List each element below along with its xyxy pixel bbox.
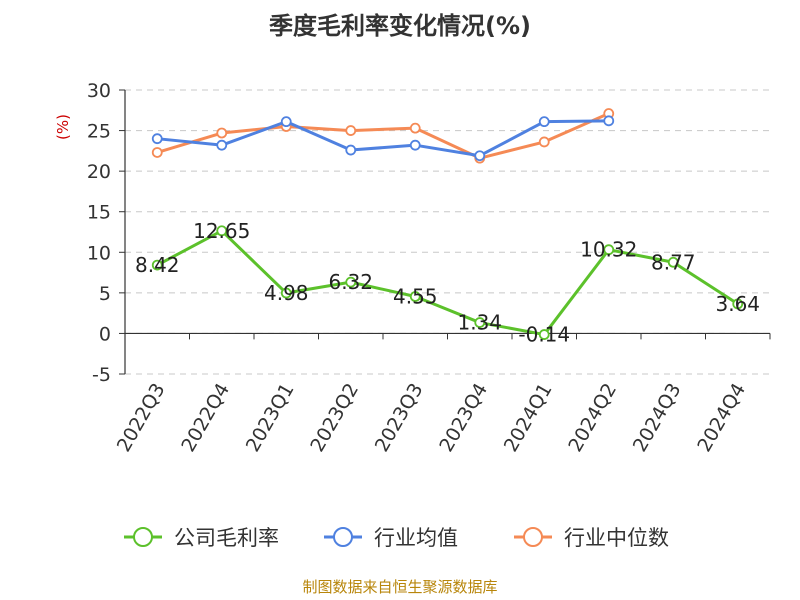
x-tick-label: 2023Q2: [306, 380, 363, 456]
y-tick-labels: -5 0 5 10 15 20 25 30: [87, 80, 111, 386]
x-tick-label: 2024Q4: [693, 380, 750, 456]
legend: 公司毛利率 行业均值 行业中位数: [124, 526, 669, 550]
data-point: [603, 115, 615, 127]
y-tick-label: 0: [99, 323, 111, 345]
data-label: 4.98: [264, 281, 309, 305]
data-point: [474, 317, 486, 328]
y-axis-label: (%): [54, 114, 72, 140]
data-point: [667, 256, 679, 268]
data-point: [538, 329, 550, 340]
data-point: [732, 298, 744, 310]
data-point: [538, 116, 550, 128]
data-point: [280, 116, 292, 128]
y-tick-label: 15: [87, 202, 111, 224]
data-point: [151, 147, 163, 158]
data-label: -0.14: [518, 323, 570, 347]
data-point: [409, 291, 421, 302]
data-label: 3.64: [715, 292, 760, 316]
data-point: [345, 144, 357, 156]
series-line-2: [157, 119, 609, 158]
data-label: 4.55: [393, 285, 438, 309]
data-point: [151, 133, 163, 145]
legend-marker: [523, 527, 543, 547]
data-label: 8.77: [651, 250, 696, 274]
series-line-1: [156, 229, 739, 337]
data-point: [603, 244, 615, 256]
legend-marker: [333, 527, 353, 547]
data-point: [216, 127, 228, 139]
x-tick-label: 2023Q3: [371, 380, 428, 456]
data-point: [280, 287, 292, 299]
x-tick-label: 2022Q3: [113, 380, 170, 456]
y-tick-label: 30: [87, 80, 111, 102]
axes: [119, 89, 771, 375]
y-tick-label: 20: [87, 161, 111, 183]
data-point: [216, 225, 228, 237]
legend-label: 行业均值: [374, 526, 458, 550]
legend-marker: [133, 527, 153, 547]
data-label: 1.34: [457, 311, 502, 335]
x-tick-label: 2022Q4: [177, 380, 234, 456]
data-label: 6.32: [328, 270, 373, 294]
y-tick-label: 10: [87, 242, 111, 264]
x-tick-label: 2024Q1: [500, 380, 557, 456]
y-tick-label: 25: [87, 121, 111, 143]
legend-label: 公司毛利率: [174, 526, 279, 550]
data-label: 8.42: [135, 253, 180, 277]
x-tick-label: 2024Q3: [629, 380, 686, 456]
series-line-3: [156, 112, 610, 160]
data-point: [151, 259, 163, 271]
data-point: [474, 150, 486, 162]
x-tick-label: 2023Q4: [435, 380, 492, 456]
y-tick-label: -5: [92, 364, 111, 386]
data-labels: 8.42 12.65 4.98 6.32 4.55 1.34 -0.14 10.32 8.77 3…: [135, 219, 760, 347]
data-label: 12.65: [193, 219, 250, 243]
data-point: [345, 276, 357, 288]
data-point: [538, 136, 550, 148]
y-tick-label: 5: [99, 283, 111, 305]
chart-title: 季度毛利率变化情况(%): [269, 12, 531, 40]
data-point: [409, 122, 421, 134]
data-point: [345, 125, 357, 136]
data-point: [216, 139, 228, 151]
series-group: [151, 108, 744, 340]
legend-label: 行业中位数: [564, 526, 669, 550]
x-tick-labels: 2022Q3 2022Q4 2023Q1 2023Q2 2023Q3 2023Q4 2024…: [113, 380, 750, 456]
x-tick-label: 2023Q1: [242, 380, 299, 456]
source-note: 制图数据来自恒生聚源数据库: [302, 578, 497, 596]
x-tick-label: 2024Q2: [564, 380, 621, 456]
data-point: [409, 139, 421, 151]
data-label: 10.32: [580, 238, 637, 262]
